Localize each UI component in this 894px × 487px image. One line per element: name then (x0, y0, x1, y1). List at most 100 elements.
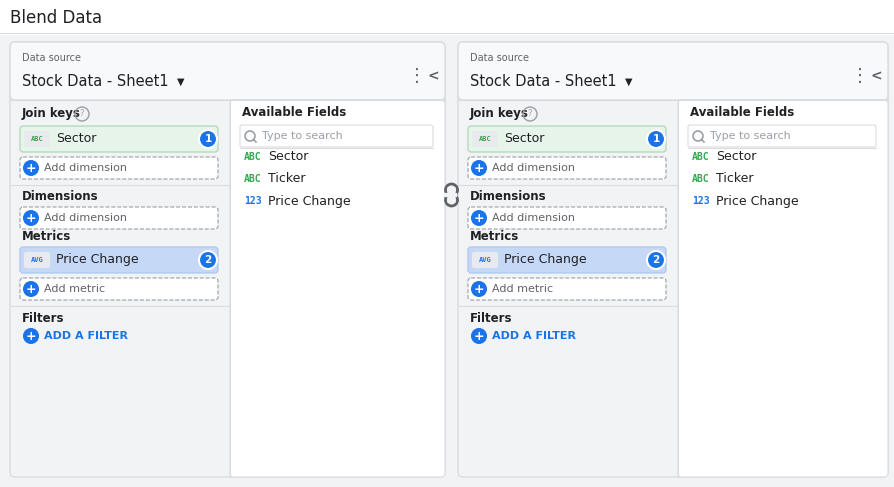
FancyBboxPatch shape (10, 42, 444, 477)
Text: ABC: ABC (691, 174, 709, 184)
Circle shape (198, 130, 216, 148)
Text: +: + (26, 212, 37, 225)
Text: Price Change: Price Change (56, 254, 139, 266)
Text: 1: 1 (204, 134, 211, 144)
Text: ⋮: ⋮ (850, 67, 868, 85)
Text: Metrics: Metrics (469, 230, 519, 244)
Circle shape (470, 160, 486, 176)
Text: Filters: Filters (22, 312, 64, 324)
Text: Sector: Sector (715, 150, 755, 164)
Text: AVG: AVG (30, 257, 43, 263)
Text: Sector: Sector (267, 150, 308, 164)
FancyBboxPatch shape (468, 126, 665, 152)
FancyBboxPatch shape (230, 100, 444, 477)
Text: Data source: Data source (469, 53, 528, 63)
FancyBboxPatch shape (471, 131, 497, 147)
FancyBboxPatch shape (24, 252, 50, 268)
FancyBboxPatch shape (468, 247, 665, 273)
Text: Ticker: Ticker (715, 172, 753, 186)
Circle shape (470, 281, 486, 297)
Text: Metrics: Metrics (22, 230, 72, 244)
Text: Add dimension: Add dimension (492, 213, 574, 223)
Circle shape (646, 130, 664, 148)
Text: Ticker: Ticker (267, 172, 305, 186)
FancyBboxPatch shape (678, 100, 887, 477)
Bar (0, 0, 894, 35)
Text: 1: 1 (652, 134, 659, 144)
Text: Price Change: Price Change (715, 194, 797, 207)
FancyBboxPatch shape (471, 252, 497, 268)
Text: Filters: Filters (469, 312, 512, 324)
FancyBboxPatch shape (678, 100, 887, 477)
Text: Blend Data: Blend Data (10, 9, 102, 27)
Text: ▼: ▼ (624, 77, 632, 87)
Text: ABC: ABC (244, 174, 261, 184)
Text: +: + (473, 330, 484, 343)
FancyBboxPatch shape (458, 42, 887, 477)
Text: +: + (26, 283, 37, 296)
Text: 123: 123 (691, 196, 709, 206)
Text: ABC: ABC (244, 152, 261, 162)
FancyBboxPatch shape (20, 247, 218, 273)
FancyBboxPatch shape (230, 100, 444, 477)
Circle shape (470, 210, 486, 226)
Text: +: + (473, 283, 484, 296)
Text: Stock Data - Sheet1: Stock Data - Sheet1 (469, 75, 616, 90)
FancyBboxPatch shape (468, 207, 665, 229)
Text: AVG: AVG (478, 257, 491, 263)
Text: ABC: ABC (691, 152, 709, 162)
Text: Join keys: Join keys (469, 108, 528, 120)
Text: Add dimension: Add dimension (44, 163, 127, 173)
FancyBboxPatch shape (240, 125, 433, 147)
Text: Stock Data - Sheet1: Stock Data - Sheet1 (22, 75, 168, 90)
FancyBboxPatch shape (20, 278, 218, 300)
Text: ADD A FILTER: ADD A FILTER (492, 331, 576, 341)
Text: Add metric: Add metric (492, 284, 552, 294)
FancyBboxPatch shape (458, 42, 887, 100)
Text: Data source: Data source (22, 53, 81, 63)
FancyBboxPatch shape (20, 207, 218, 229)
FancyBboxPatch shape (468, 157, 665, 179)
Text: ABC: ABC (478, 136, 491, 142)
Text: Add dimension: Add dimension (44, 213, 127, 223)
Text: ADD A FILTER: ADD A FILTER (44, 331, 128, 341)
Text: Type to search: Type to search (709, 131, 790, 141)
Circle shape (470, 328, 486, 344)
Circle shape (198, 251, 216, 269)
Text: Dimensions: Dimensions (22, 190, 98, 204)
Text: ABC: ABC (30, 136, 43, 142)
Circle shape (23, 281, 39, 297)
Circle shape (23, 160, 39, 176)
Text: <: < (426, 69, 438, 83)
Text: +: + (26, 330, 37, 343)
Text: ?: ? (527, 110, 532, 118)
Circle shape (23, 210, 39, 226)
Text: Price Change: Price Change (503, 254, 586, 266)
Text: +: + (473, 162, 484, 175)
Text: Type to search: Type to search (262, 131, 342, 141)
Text: +: + (473, 212, 484, 225)
Text: Add metric: Add metric (44, 284, 105, 294)
Text: +: + (26, 162, 37, 175)
Text: ▼: ▼ (177, 77, 184, 87)
Text: <: < (869, 69, 881, 83)
Text: 2: 2 (652, 255, 659, 265)
Text: Join keys: Join keys (22, 108, 80, 120)
FancyBboxPatch shape (24, 131, 50, 147)
Text: Dimensions: Dimensions (469, 190, 546, 204)
Circle shape (23, 328, 39, 344)
Text: Available Fields: Available Fields (241, 106, 346, 118)
Text: Add dimension: Add dimension (492, 163, 574, 173)
FancyBboxPatch shape (447, 187, 455, 203)
FancyBboxPatch shape (20, 126, 218, 152)
FancyBboxPatch shape (687, 125, 875, 147)
Circle shape (646, 251, 664, 269)
FancyBboxPatch shape (20, 157, 218, 179)
Text: Sector: Sector (503, 132, 544, 146)
Text: 2: 2 (204, 255, 211, 265)
FancyBboxPatch shape (10, 42, 444, 100)
Text: ⋮: ⋮ (408, 67, 426, 85)
Text: 123: 123 (244, 196, 261, 206)
Text: Sector: Sector (56, 132, 97, 146)
FancyBboxPatch shape (468, 278, 665, 300)
